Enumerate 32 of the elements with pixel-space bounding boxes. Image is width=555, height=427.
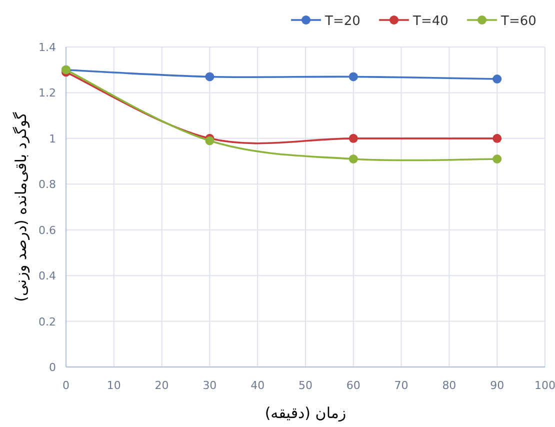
y-tick-label: 0.2	[38, 315, 56, 328]
x-tick-label: 0	[62, 379, 70, 392]
legend-label: T=60	[500, 14, 536, 29]
x-tick-label: 60	[346, 379, 360, 392]
y-tick-label: 0.6	[38, 224, 56, 237]
point	[205, 72, 214, 82]
y-tick-label: 1.4	[38, 41, 56, 54]
x-tick-label: 10	[106, 379, 121, 392]
point	[348, 134, 358, 143]
point	[492, 134, 502, 143]
y-tick-label: 0	[49, 361, 56, 374]
x-tick-label: 80	[442, 379, 456, 392]
point	[348, 72, 358, 82]
legend-label: T=40	[412, 14, 448, 29]
point	[492, 154, 502, 164]
y-tick-label: 0.8	[38, 178, 56, 192]
x-tick-label: 30	[202, 379, 217, 392]
y-tick-label: 1.2	[38, 86, 56, 100]
x-tick-label: 90	[490, 379, 504, 392]
x-tick-label: 70	[394, 379, 408, 392]
y-axis-title: گوگرد باقی‌مانده (درصد وزنی)	[12, 111, 30, 302]
x-tick-label: 20	[154, 379, 169, 392]
point	[348, 154, 358, 164]
y-tick-label: 1	[49, 132, 56, 146]
x-axis-title: زمان (دقیقه)	[264, 404, 346, 422]
x-tick-label: 40	[250, 379, 265, 392]
point	[205, 136, 214, 146]
x-tick-label: 100	[534, 379, 555, 392]
y-tick-label: 0.4	[38, 270, 56, 283]
x-tick-label: 50	[298, 379, 312, 392]
legend-label: T=20	[324, 14, 360, 29]
point	[492, 74, 502, 84]
